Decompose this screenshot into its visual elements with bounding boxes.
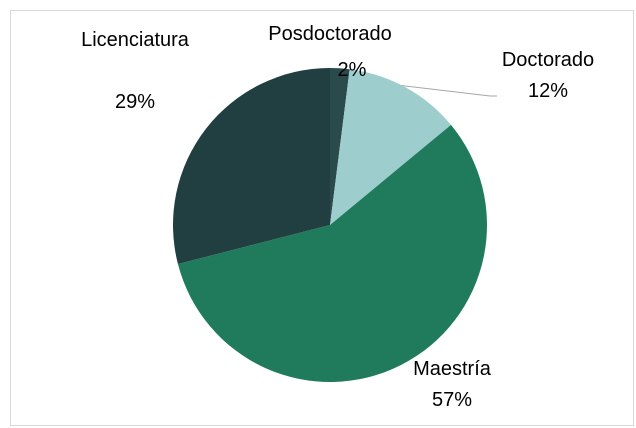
value-label: 57% — [431, 389, 473, 411]
leader-line — [371, 81, 497, 97]
pie-slice — [330, 68, 350, 225]
value-label: 12% — [527, 80, 569, 102]
chart-frame — [10, 10, 634, 426]
value-label: 2% — [337, 59, 367, 81]
category-label: Maestría — [413, 358, 491, 380]
category-label: Licenciatura — [81, 29, 189, 51]
value-label: 29% — [114, 91, 156, 113]
category-label: Doctorado — [501, 49, 595, 71]
pie-slice — [330, 69, 451, 225]
pie-slice — [177, 124, 488, 383]
pie-slice — [172, 68, 330, 265]
category-label: Posdoctorado — [268, 23, 392, 45]
